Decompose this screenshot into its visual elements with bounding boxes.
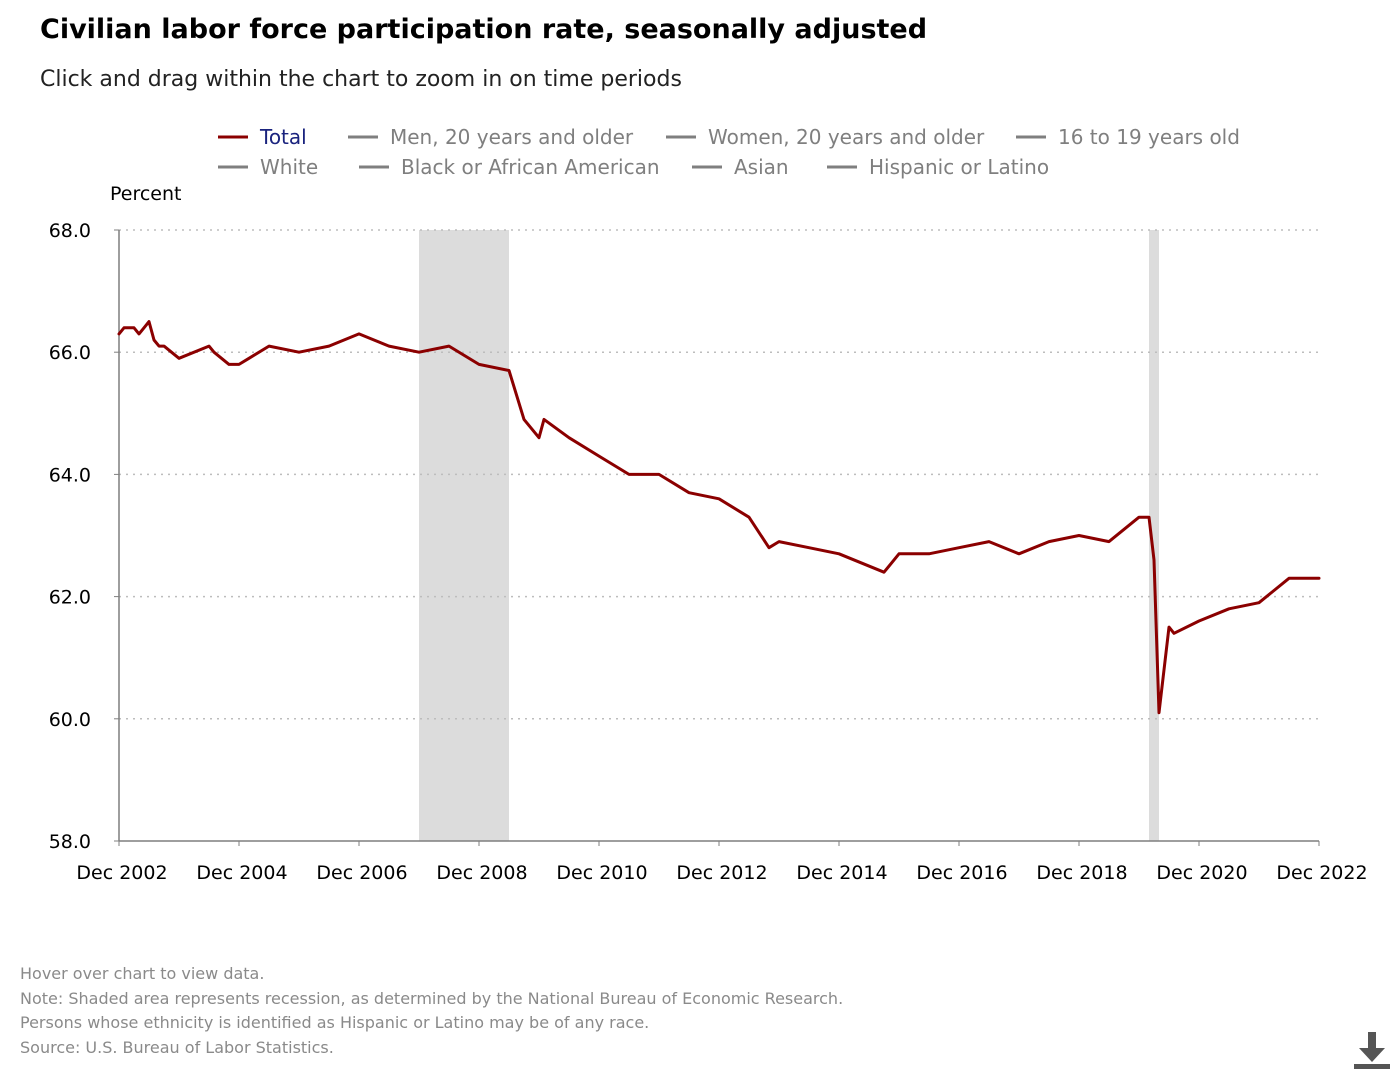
x-tick-label: Dec 2020 <box>1156 862 1247 884</box>
legend-item-asian[interactable]: Asian <box>692 155 789 179</box>
x-tick-label: Dec 2016 <box>916 862 1007 884</box>
chart-axes <box>118 230 1319 842</box>
chart-title: Civilian labor force participation rate,… <box>40 14 928 45</box>
legend-label: Black or African American <box>401 155 660 179</box>
x-tick-label: Dec 2002 <box>76 862 167 884</box>
x-tick-label: Dec 2014 <box>796 862 887 884</box>
legend-item-total[interactable]: Total <box>218 125 307 149</box>
recession-band <box>419 230 509 841</box>
chart-subtitle: Click and drag within the chart to zoom … <box>40 67 682 92</box>
x-tick-label: Dec 2006 <box>316 862 407 884</box>
note-recession: Note: Shaded area represents recession, … <box>20 988 844 1008</box>
legend-label: Men, 20 years and older <box>390 125 634 149</box>
y-tick-label: 68.0 <box>49 220 91 242</box>
legend-label: Asian <box>734 155 789 179</box>
legend-item-hispanic-or-latino[interactable]: Hispanic or Latino <box>827 155 1049 179</box>
legend-item-women-20-years-and-older[interactable]: Women, 20 years and older <box>666 125 985 149</box>
legend-label: 16 to 19 years old <box>1058 125 1240 149</box>
y-tick-label: 64.0 <box>49 464 91 486</box>
legend-label: Hispanic or Latino <box>869 155 1049 179</box>
recession-shading <box>419 230 1159 841</box>
legend-item-16-to-19-years-old[interactable]: 16 to 19 years old <box>1016 125 1240 149</box>
chart-legend: Total Men, 20 years and older Women, 20 ye… <box>218 125 1240 179</box>
x-tick-label: Dec 2004 <box>196 862 287 884</box>
note-hover: Hover over chart to view data. <box>20 964 265 983</box>
note-source: Source: U.S. Bureau of Labor Statistics. <box>20 1037 334 1057</box>
y-axis-title: Percent <box>110 183 182 205</box>
y-tick-label: 62.0 <box>49 587 91 609</box>
legend-label: Women, 20 years and older <box>708 125 985 149</box>
y-tick-label: 60.0 <box>49 709 91 731</box>
x-tick-label: Dec 2008 <box>436 862 527 884</box>
x-tick-label: Dec 2022 <box>1276 862 1367 884</box>
download-icon[interactable] <box>1352 1030 1392 1072</box>
grid-lines <box>119 229 1319 720</box>
legend-label: White <box>260 155 318 179</box>
line-chart[interactable]: Total Men, 20 years and older Women, 20 ye… <box>0 110 1400 900</box>
x-tick-label: Dec 2012 <box>676 862 767 884</box>
legend-label: Total <box>259 125 307 149</box>
legend-item-black-or-african-american[interactable]: Black or African American <box>359 155 660 179</box>
legend-item-men-20-years-and-older[interactable]: Men, 20 years and older <box>348 125 634 149</box>
series-lines[interactable] <box>117 320 1321 715</box>
series-line-total[interactable] <box>117 320 1321 715</box>
chart-notes: Hover over chart to view data. Note: Sha… <box>20 962 843 1060</box>
x-tick-label: Dec 2018 <box>1036 862 1127 884</box>
recession-band <box>1149 230 1159 841</box>
y-axis-ticks: 58.0 60.0 62.0 64.0 66.0 68.0 <box>49 220 119 853</box>
x-axis-ticks: Dec 2002 Dec 2004 Dec 2006 Dec 2008 Dec 2010… <box>76 841 1368 884</box>
legend-item-white[interactable]: White <box>218 155 318 179</box>
y-tick-label: 66.0 <box>49 342 91 364</box>
x-tick-label: Dec 2010 <box>556 862 647 884</box>
y-tick-label: 58.0 <box>49 831 91 853</box>
note-hispanic: Persons whose ethnicity is identified as… <box>20 1013 650 1032</box>
